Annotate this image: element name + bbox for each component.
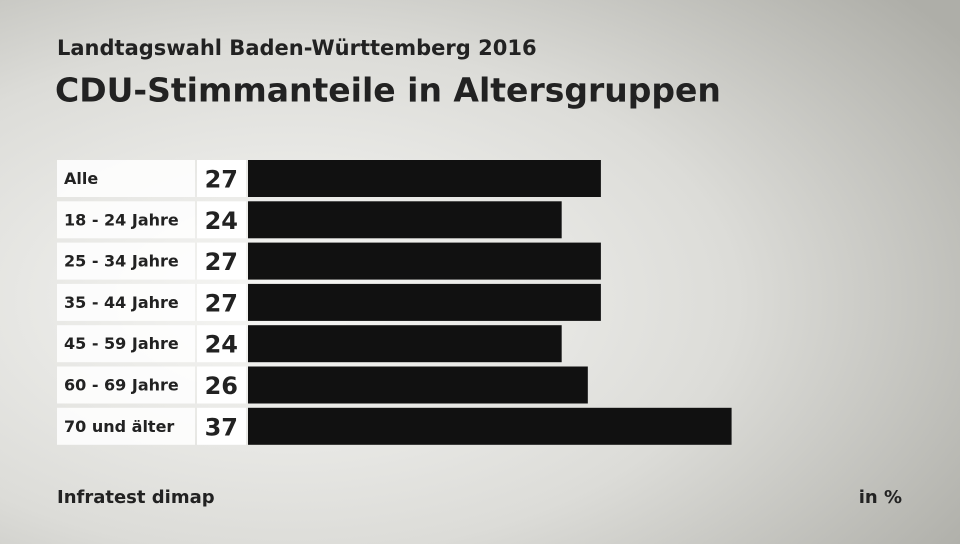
bar [248,407,732,445]
value-box [197,283,246,321]
label-box [57,366,195,404]
category-label: 18 - 24 Jahre [64,210,179,229]
bar [248,201,562,239]
label-box [57,160,195,197]
value-label: 24 [205,331,238,359]
category-label: 60 - 69 Jahre [64,376,179,395]
value-box [197,242,246,280]
value-label: 37 [205,413,238,441]
value-box [197,201,246,239]
label-box [57,242,195,280]
category-label: 25 - 34 Jahre [64,252,179,271]
label-box [57,407,195,445]
chart-subtitle: Landtagswahl Baden-Württemberg 2016 [57,36,537,60]
value-box [197,407,246,445]
value-label: 24 [205,207,238,235]
bar [248,325,562,363]
bar [248,366,588,404]
bar [248,160,601,197]
bar [248,242,601,280]
value-box [197,366,246,404]
category-label: 35 - 44 Jahre [64,293,179,312]
bar [248,283,601,321]
value-box [197,160,246,197]
source: Infratest dimap [57,487,215,508]
value-box [197,325,246,363]
category-label: Alle [64,169,98,188]
label-box [57,325,195,363]
value-label: 26 [205,372,238,400]
value-label: 27 [205,166,238,194]
label-box [57,201,195,239]
category-label: 45 - 59 Jahre [64,334,179,353]
label-box [57,283,195,321]
category-label: 70 und älter [64,417,174,436]
value-label: 27 [205,248,238,276]
value-label: 27 [205,289,238,317]
unit: in % [859,487,902,508]
chart-title: CDU-Stimmanteile in Altersgruppen [55,71,721,110]
